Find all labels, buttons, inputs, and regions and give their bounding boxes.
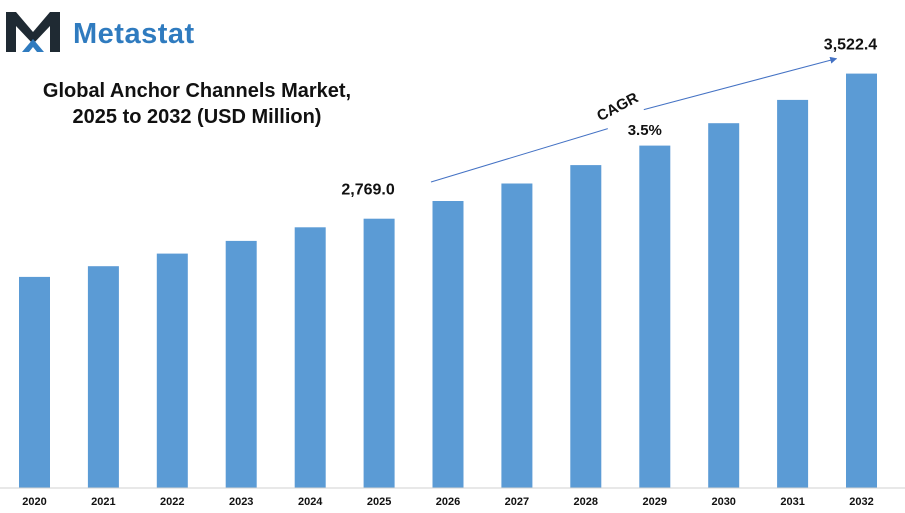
data-label-2032: 3,522.4 xyxy=(824,37,877,54)
x-tick-label-2021: 2021 xyxy=(91,496,115,508)
x-tick-label-2024: 2024 xyxy=(298,496,323,508)
brand-logo: Metastat xyxy=(6,8,246,52)
bar-2026 xyxy=(432,201,464,488)
chart-title-line-2: 2025 to 2032 (USD Million) xyxy=(72,106,322,128)
x-tick-label-2028: 2028 xyxy=(574,496,598,508)
data-label-2025: 2,769.0 xyxy=(341,182,394,199)
bar-2030 xyxy=(708,123,740,488)
bar-2024 xyxy=(294,227,326,489)
bar-2031 xyxy=(777,99,809,489)
bar-2029 xyxy=(639,145,671,488)
bar-2022 xyxy=(156,253,188,488)
cagr-label: CAGR xyxy=(594,89,641,125)
cagr-arrow-segment-1 xyxy=(430,128,608,183)
cagr-arrow-segment-2 xyxy=(643,56,838,111)
bars-layer xyxy=(19,73,877,489)
x-tick-label-2022: 2022 xyxy=(160,496,184,508)
data-labels: 2,769.0 3,522.4 xyxy=(341,37,877,199)
bar-2025 xyxy=(363,218,395,488)
bar-2028 xyxy=(570,165,602,488)
cagr-value: 3.5% xyxy=(628,122,662,139)
x-tick-label-2026: 2026 xyxy=(436,496,460,508)
brand-name: Metastat xyxy=(73,18,195,50)
x-tick-label-2030: 2030 xyxy=(711,496,735,508)
chart-title: Global Anchor Channels Market, 2025 to 2… xyxy=(0,78,394,130)
bar-2021 xyxy=(87,266,119,488)
x-tick-label-2023: 2023 xyxy=(229,496,253,508)
bar-2032 xyxy=(846,73,877,488)
bar-2027 xyxy=(501,183,533,488)
x-tick-label-2029: 2029 xyxy=(643,496,667,508)
x-tick-labels: 2020 2021 2022 2023 2024 2025 2026 2027 2028 2029… xyxy=(22,496,873,508)
x-tick-label-2020: 2020 xyxy=(22,496,46,508)
x-tick-label-2032: 2032 xyxy=(849,496,873,508)
chart-title-line-1: Global Anchor Channels Market, xyxy=(42,80,352,102)
metastat-m-logo-icon xyxy=(6,12,60,52)
x-tick-label-2031: 2031 xyxy=(780,496,804,508)
x-tick-label-2025: 2025 xyxy=(367,496,391,508)
bar-2023 xyxy=(225,240,257,488)
bar-2020 xyxy=(19,276,50,488)
x-tick-label-2027: 2027 xyxy=(505,496,529,508)
